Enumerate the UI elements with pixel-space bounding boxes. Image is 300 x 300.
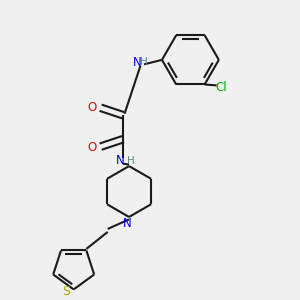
- Text: S: S: [62, 285, 70, 298]
- Text: N: N: [116, 154, 124, 166]
- Text: N: N: [133, 56, 142, 69]
- Text: N: N: [123, 217, 132, 230]
- Text: H: H: [140, 57, 147, 67]
- Text: Cl: Cl: [216, 81, 227, 94]
- Text: O: O: [88, 100, 97, 114]
- Text: H: H: [127, 156, 134, 166]
- Text: O: O: [88, 141, 97, 154]
